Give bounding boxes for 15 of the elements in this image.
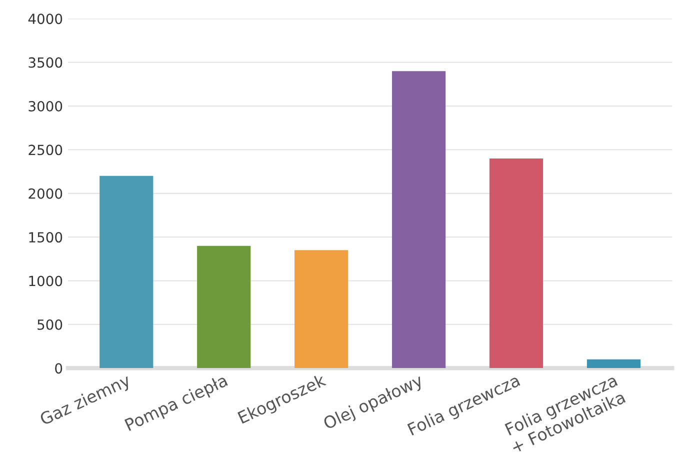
bar: [294, 250, 348, 368]
y-tick-label: 3000: [28, 100, 62, 112]
y-tick-label: 500: [38, 319, 62, 330]
y-tick-label: 0: [55, 363, 62, 374]
y-tick-label: 1000: [29, 276, 62, 286]
y-tick-label: 4000: [28, 14, 62, 24]
bar: [489, 158, 544, 368]
y-tick-label: 3500: [28, 57, 62, 68]
bar: [586, 359, 641, 368]
y-tick-label: 2000: [28, 188, 62, 199]
y-tick-label: 2500: [28, 144, 62, 156]
bar: [100, 176, 154, 368]
bar: [197, 246, 251, 368]
bar: [392, 71, 446, 368]
y-tick-label: 1500: [29, 232, 62, 243]
